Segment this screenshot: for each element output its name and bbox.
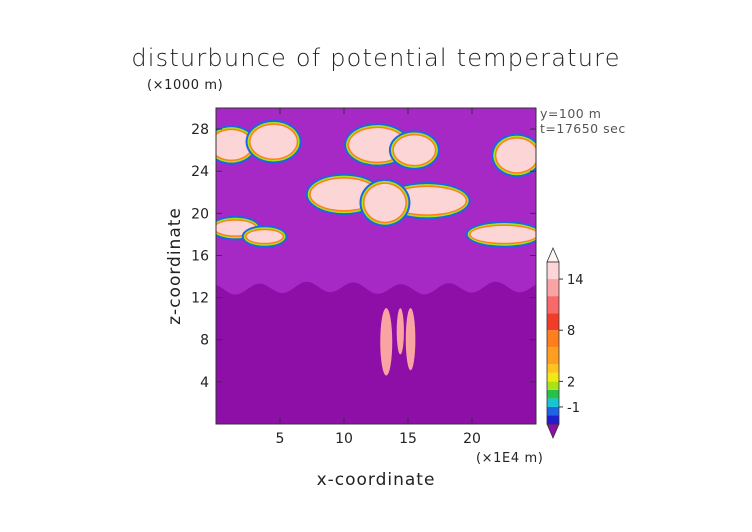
colorbar-segment bbox=[547, 372, 559, 382]
colorbar-segment bbox=[547, 347, 559, 365]
y-tick-label: 24 bbox=[191, 164, 209, 180]
colorbar-segment bbox=[547, 296, 559, 314]
colorbar-tick-label: 2 bbox=[567, 375, 575, 390]
colorbar-segment bbox=[547, 398, 559, 407]
x-axis-unit: (×1E4 m) bbox=[476, 451, 544, 466]
heatmap-blob bbox=[470, 226, 536, 243]
heatmap-blob bbox=[364, 183, 406, 222]
heatmap-blob bbox=[393, 135, 435, 165]
y-tick-label: 20 bbox=[191, 206, 209, 222]
heatmap-area bbox=[216, 108, 536, 424]
colorbar-frame bbox=[546, 261, 560, 425]
y-tick-label: 8 bbox=[200, 333, 209, 349]
annotation-y: y=100 m bbox=[540, 106, 602, 121]
heatmap-plume bbox=[396, 308, 404, 355]
colorbar-segment bbox=[547, 313, 559, 331]
colorbar-segment bbox=[547, 279, 559, 297]
colorbar-segment bbox=[547, 364, 559, 373]
chart-title: disturbunce of potential temperature bbox=[131, 44, 621, 72]
y-axis-unit: (×1000 m) bbox=[147, 78, 224, 93]
colorbar-extend-min bbox=[546, 423, 560, 440]
colorbar-segment bbox=[547, 389, 559, 399]
y-tick-label: 16 bbox=[191, 248, 209, 264]
colorbar-tick-label: 8 bbox=[567, 324, 575, 339]
colorbar-segment bbox=[547, 381, 559, 390]
x-axis-label: x-coordinate bbox=[316, 470, 436, 490]
annotation-time: t=17650 sec bbox=[540, 121, 626, 136]
colorbar-tick-label: -1 bbox=[567, 401, 580, 416]
colorbar: -1 2 8 14 bbox=[546, 246, 584, 440]
colorbar-segment bbox=[547, 330, 559, 348]
heatmap-band bbox=[216, 281, 536, 424]
colorbar-tick-label: 14 bbox=[567, 273, 584, 288]
x-tick-label: 20 bbox=[463, 431, 481, 447]
y-tick-label: 12 bbox=[191, 291, 209, 307]
y-axis-label: z-coordinate bbox=[165, 207, 185, 325]
colorbar-segment bbox=[547, 406, 559, 416]
heatmap-blob bbox=[496, 138, 536, 173]
heatmap-blob bbox=[216, 130, 252, 160]
y-tick-label: 28 bbox=[191, 122, 209, 138]
plot-frame bbox=[215, 107, 537, 425]
colorbar-extend-max bbox=[546, 246, 560, 263]
y-tick-label: 4 bbox=[200, 375, 209, 391]
y-axis: 4 8 12 16 20 24 28 bbox=[191, 122, 536, 391]
heatmap-plume bbox=[405, 308, 416, 371]
colorbar-segment bbox=[547, 415, 559, 424]
heatmap-blob bbox=[250, 124, 297, 159]
x-tick-label: 10 bbox=[335, 431, 353, 447]
colorbar-segment bbox=[547, 262, 559, 280]
x-axis: 5 10 15 20 bbox=[276, 108, 481, 447]
x-tick-label: 15 bbox=[399, 431, 417, 447]
x-tick-label: 5 bbox=[276, 431, 285, 447]
heatmap-blob bbox=[246, 230, 283, 243]
heatmap-plume bbox=[380, 308, 393, 376]
